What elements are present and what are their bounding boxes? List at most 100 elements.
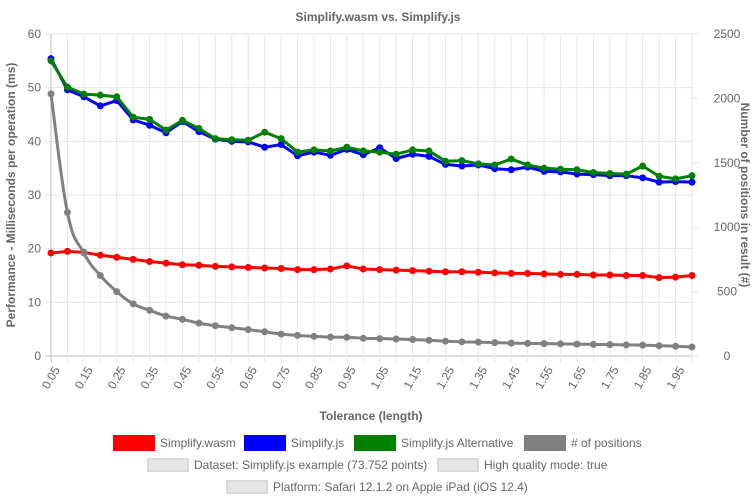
data-point <box>47 249 55 257</box>
legend-item-simplify-js-alternative[interactable]: Simplify.js Alternative <box>354 435 514 451</box>
x-tick-label: 0.95 <box>335 364 359 392</box>
y2-tick-label: 2000 <box>714 91 741 105</box>
data-point <box>359 265 367 273</box>
data-point <box>491 339 499 347</box>
data-point <box>458 338 466 346</box>
data-point <box>277 330 285 338</box>
x-tick-label: 1.25 <box>433 364 457 392</box>
data-point <box>261 328 269 336</box>
data-point <box>96 272 104 279</box>
data-point <box>195 319 203 327</box>
data-point <box>376 148 384 156</box>
data-point <box>441 268 449 276</box>
legend-label-positions: # of positions <box>571 436 642 450</box>
y-axis-title: Performance - Milliseconds per operation… <box>4 63 18 328</box>
data-point <box>294 148 302 156</box>
data-point <box>359 147 367 155</box>
series-line <box>50 249 693 280</box>
data-point <box>622 272 630 279</box>
data-point <box>228 324 236 332</box>
y2-tick-label: 0 <box>724 349 731 363</box>
data-point <box>524 339 532 347</box>
data-point <box>359 334 367 342</box>
data-point <box>211 135 219 143</box>
y2-tick-label: 2500 <box>714 27 741 41</box>
data-point <box>261 264 269 272</box>
data-point <box>80 90 88 98</box>
x-tick-label: 0.35 <box>138 364 162 392</box>
data-point <box>425 147 433 155</box>
data-point <box>540 340 548 348</box>
x-tick-label: 0.55 <box>203 364 227 392</box>
legend-label-platform: Platform: Safari 12.1.2 on Apple iPad (i… <box>273 480 528 494</box>
data-point <box>113 93 121 101</box>
data-point <box>441 157 449 165</box>
x-tick-label: 1.85 <box>631 364 655 392</box>
data-point <box>672 273 680 281</box>
data-point <box>211 262 219 270</box>
y-tick-label: 30 <box>28 188 42 202</box>
data-point <box>589 340 597 348</box>
data-point <box>326 147 334 155</box>
data-point <box>507 339 515 347</box>
data-point <box>507 155 515 163</box>
legend-swatch-simplify-js <box>244 435 286 451</box>
data-point <box>655 172 663 180</box>
data-point <box>277 265 285 273</box>
x-tick-label: 1.15 <box>401 364 425 392</box>
y2-tick-label: 500 <box>717 285 737 299</box>
legend-swatch-positions <box>524 435 566 451</box>
y2-axis-title: Number of positions in result (#) <box>738 103 752 288</box>
data-point <box>162 126 170 134</box>
legend-item-simplify-js[interactable]: Simplify.js <box>244 435 344 451</box>
data-point <box>244 263 252 271</box>
y-tick-label: 0 <box>34 349 41 363</box>
data-point <box>47 90 55 98</box>
data-point <box>507 166 515 174</box>
series-layer <box>47 55 696 351</box>
series-simplify-js <box>47 55 696 186</box>
series-of-positions <box>47 90 696 351</box>
data-point <box>96 251 104 259</box>
chart-title: Simplify.wasm vs. Simplify.js <box>296 10 461 24</box>
y-tick-label: 20 <box>28 242 42 256</box>
data-point <box>96 91 104 99</box>
data-point <box>228 263 236 271</box>
legend-item-quality[interactable]: High quality mode: true <box>437 458 608 472</box>
legend-item-platform[interactable]: Platform: Safari 12.1.2 on Apple iPad (i… <box>226 480 528 494</box>
x-tick-label: 0.15 <box>72 364 96 392</box>
legend-item-simplify-wasm[interactable]: Simplify.wasm <box>113 435 236 451</box>
data-point <box>441 337 449 345</box>
legend-swatch-dataset <box>147 458 189 472</box>
data-point <box>622 170 630 178</box>
data-point <box>244 326 252 334</box>
data-point <box>474 338 482 346</box>
series-simplify-js-alternative <box>47 57 696 183</box>
data-point <box>178 116 186 124</box>
data-point <box>228 136 236 144</box>
y-tick-label: 50 <box>28 81 42 95</box>
data-point <box>277 135 285 143</box>
y-axis-right: 0 500 1000 1500 2000 2500 <box>714 27 741 363</box>
data-point <box>557 270 565 278</box>
legend-item-dataset[interactable]: Dataset: Simplify.js example (73.752 poi… <box>147 458 427 472</box>
data-point <box>557 340 565 348</box>
data-point <box>606 170 614 178</box>
legend-item-positions[interactable]: # of positions <box>524 435 642 451</box>
y-tick-label: 40 <box>28 134 42 148</box>
data-point <box>589 271 597 279</box>
series-line <box>49 60 693 181</box>
data-point <box>63 247 71 255</box>
data-point <box>409 267 417 275</box>
data-point <box>507 269 515 277</box>
data-point <box>294 266 302 274</box>
data-point <box>458 157 466 165</box>
x-tick-label: 1.35 <box>466 364 490 392</box>
legend-swatch-simplify-wasm <box>113 435 155 451</box>
x-tick-label: 0.25 <box>105 364 129 392</box>
data-point <box>146 121 154 129</box>
data-point <box>540 164 548 172</box>
legend-label-quality: High quality mode: true <box>484 458 608 472</box>
x-tick-label: 0.85 <box>302 364 326 392</box>
data-point <box>392 266 400 274</box>
